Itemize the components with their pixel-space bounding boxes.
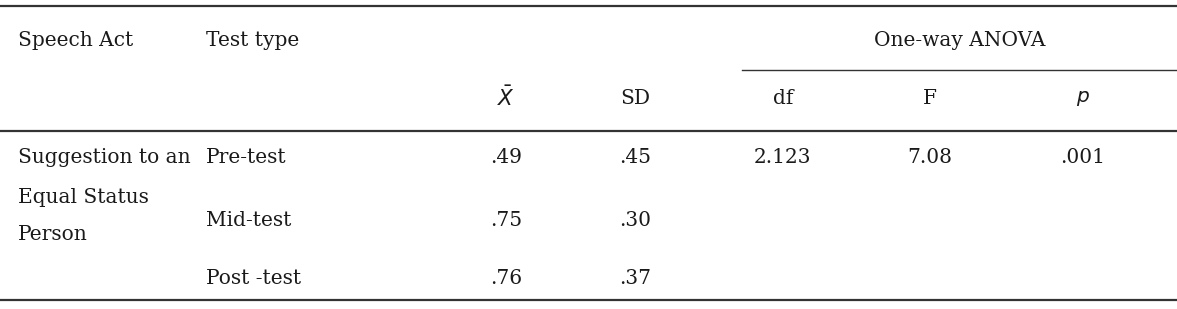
Text: Equal Status: Equal Status (18, 188, 148, 207)
Text: Test type: Test type (206, 31, 299, 50)
Text: .37: .37 (619, 269, 652, 288)
Text: df: df (772, 89, 793, 108)
Text: 7.08: 7.08 (907, 148, 952, 167)
Text: F: F (923, 89, 937, 108)
Text: .49: .49 (490, 148, 523, 167)
Text: Pre-test: Pre-test (206, 148, 287, 167)
Text: .30: .30 (619, 211, 652, 231)
Text: .75: .75 (490, 211, 523, 231)
Text: .76: .76 (490, 269, 523, 288)
Text: Mid-test: Mid-test (206, 211, 292, 231)
Text: Speech Act: Speech Act (18, 31, 133, 50)
Text: .001: .001 (1060, 148, 1105, 167)
Text: Post -test: Post -test (206, 269, 301, 288)
Text: $p$: $p$ (1076, 89, 1090, 108)
Text: 2.123: 2.123 (754, 148, 811, 167)
Text: One-way ANOVA: One-way ANOVA (873, 31, 1045, 50)
Text: Suggestion to an: Suggestion to an (18, 148, 191, 167)
Text: $\bar{X}$: $\bar{X}$ (497, 87, 516, 111)
Text: .45: .45 (619, 148, 652, 167)
Text: SD: SD (620, 89, 651, 108)
Text: Person: Person (18, 225, 87, 244)
